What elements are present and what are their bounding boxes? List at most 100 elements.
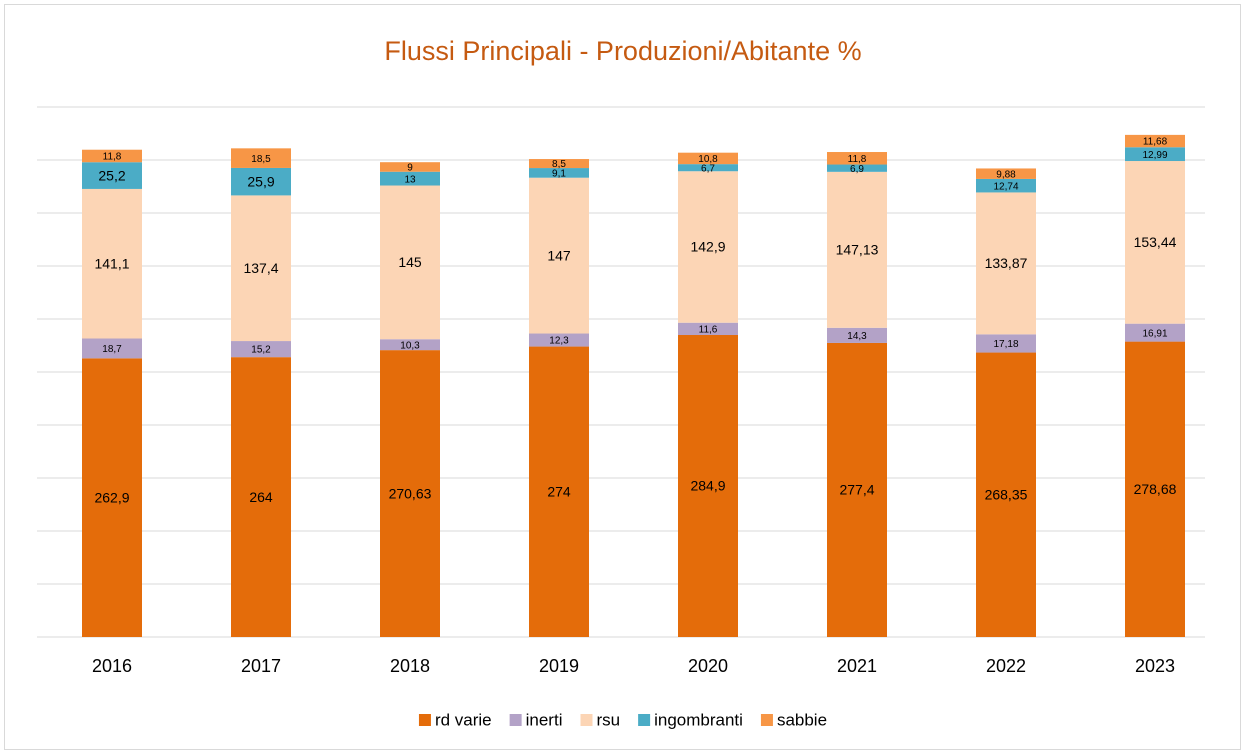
- bar-segment: [82, 338, 142, 359]
- data-label: 270,63: [389, 485, 432, 501]
- data-label: 16,91: [1142, 328, 1167, 339]
- bar-segment: [827, 171, 887, 328]
- bar-segment: [976, 168, 1036, 179]
- bar-segment: [1125, 134, 1185, 148]
- data-label: 262,9: [94, 489, 129, 505]
- data-label: 274: [547, 483, 571, 499]
- bar-segment: [529, 346, 589, 637]
- data-label: 12,74: [993, 181, 1018, 192]
- bar-segment: [380, 171, 440, 186]
- legend-label: ingombranti: [654, 710, 743, 729]
- bar-segment: [827, 327, 887, 343]
- legend-item: rd varie: [418, 710, 492, 729]
- legend-item: rsu: [580, 710, 620, 729]
- data-label: 25,9: [247, 173, 274, 189]
- data-label: 9,88: [996, 169, 1016, 180]
- data-label: 25,2: [98, 167, 125, 183]
- legend-label: inerti: [526, 710, 563, 729]
- bar-segment: [976, 352, 1036, 637]
- x-tick-label: 2021: [837, 656, 877, 676]
- data-label: 264: [249, 489, 273, 505]
- bar-segment: [380, 185, 440, 340]
- data-label: 141,1: [94, 255, 129, 271]
- data-label: 8,5: [552, 159, 566, 170]
- bar-segment: [380, 339, 440, 351]
- bar-segment: [231, 357, 291, 637]
- bar-segment: [1125, 323, 1185, 342]
- bar-segment: [529, 159, 589, 169]
- bar-segment: [231, 148, 291, 168]
- legend-item: sabbie: [760, 710, 827, 729]
- data-label: 15,2: [251, 345, 271, 356]
- bar-segment: [529, 168, 589, 178]
- bar-segment: [82, 162, 142, 189]
- x-tick-label: 2020: [688, 656, 728, 676]
- legend-swatch: [580, 714, 593, 726]
- bar-segment: [231, 341, 291, 358]
- bar-segment: [380, 162, 440, 172]
- data-label: 14,3: [847, 331, 867, 342]
- bar-segment: [529, 333, 589, 347]
- bar-segment: [827, 164, 887, 172]
- legend-item: ingombranti: [638, 710, 743, 729]
- x-tick-label: 2022: [986, 656, 1026, 676]
- bar-segment: [976, 334, 1036, 353]
- bar-segment: [678, 322, 738, 336]
- bar-segment: [82, 358, 142, 637]
- data-label: 268,35: [985, 486, 1028, 502]
- data-label: 147,13: [836, 242, 879, 258]
- bar-segment: [827, 152, 887, 165]
- bar-segment: [529, 177, 589, 334]
- legend-label: rd varie: [435, 710, 492, 729]
- x-tick-label: 2016: [92, 656, 132, 676]
- data-label: 17,18: [993, 339, 1018, 350]
- data-label: 10,3: [400, 340, 420, 351]
- data-label: 137,4: [243, 260, 278, 276]
- data-label: 12,3: [549, 336, 569, 347]
- bar-segment: [1125, 341, 1185, 637]
- bar-segment: [380, 350, 440, 637]
- data-label: 11,8: [103, 152, 122, 163]
- bar-segment: [678, 164, 738, 172]
- bar-segment: [678, 152, 738, 165]
- data-label: 10,8: [698, 154, 718, 165]
- x-tick-label: 2019: [539, 656, 579, 676]
- bar-segment: [231, 195, 291, 342]
- data-label: 133,87: [985, 255, 1028, 271]
- data-label: 278,68: [1134, 481, 1177, 497]
- legend-item: inerti: [509, 710, 563, 729]
- bar-segment: [678, 335, 738, 637]
- bar-segment: [82, 188, 142, 339]
- data-label: 9: [407, 163, 413, 174]
- bar-segment: [82, 149, 142, 163]
- bar-segment: [827, 342, 887, 637]
- data-label: 11,68: [1143, 137, 1168, 148]
- x-tick-label: 2017: [241, 656, 281, 676]
- x-tick-label: 2018: [390, 656, 430, 676]
- legend-swatch: [418, 714, 431, 726]
- bar-segment: [976, 192, 1036, 335]
- data-label: 284,9: [690, 478, 725, 494]
- data-label: 145: [398, 254, 422, 270]
- legend-swatch: [760, 714, 773, 726]
- data-label: 142,9: [690, 239, 725, 255]
- data-label: 11,8: [848, 154, 867, 165]
- legend-swatch: [638, 714, 651, 726]
- chart-border: [4, 4, 1241, 750]
- data-label: 6,9: [850, 164, 864, 175]
- x-tick-label: 2023: [1135, 656, 1175, 676]
- data-label: 12,99: [1142, 150, 1167, 161]
- legend-label: sabbie: [777, 710, 827, 729]
- data-label: 11,6: [699, 324, 718, 335]
- data-label: 153,44: [1134, 234, 1177, 250]
- data-label: 147: [547, 247, 571, 263]
- bar-segment: [231, 167, 291, 196]
- bar-segment: [976, 178, 1036, 193]
- data-label: 277,4: [839, 482, 874, 498]
- data-label: 9,1: [552, 169, 566, 180]
- data-label: 6,7: [701, 163, 715, 174]
- data-label: 18,5: [251, 154, 271, 165]
- legend-label: rsu: [596, 710, 620, 729]
- chart-title: Flussi Principali - Produzioni/Abitante …: [384, 36, 861, 66]
